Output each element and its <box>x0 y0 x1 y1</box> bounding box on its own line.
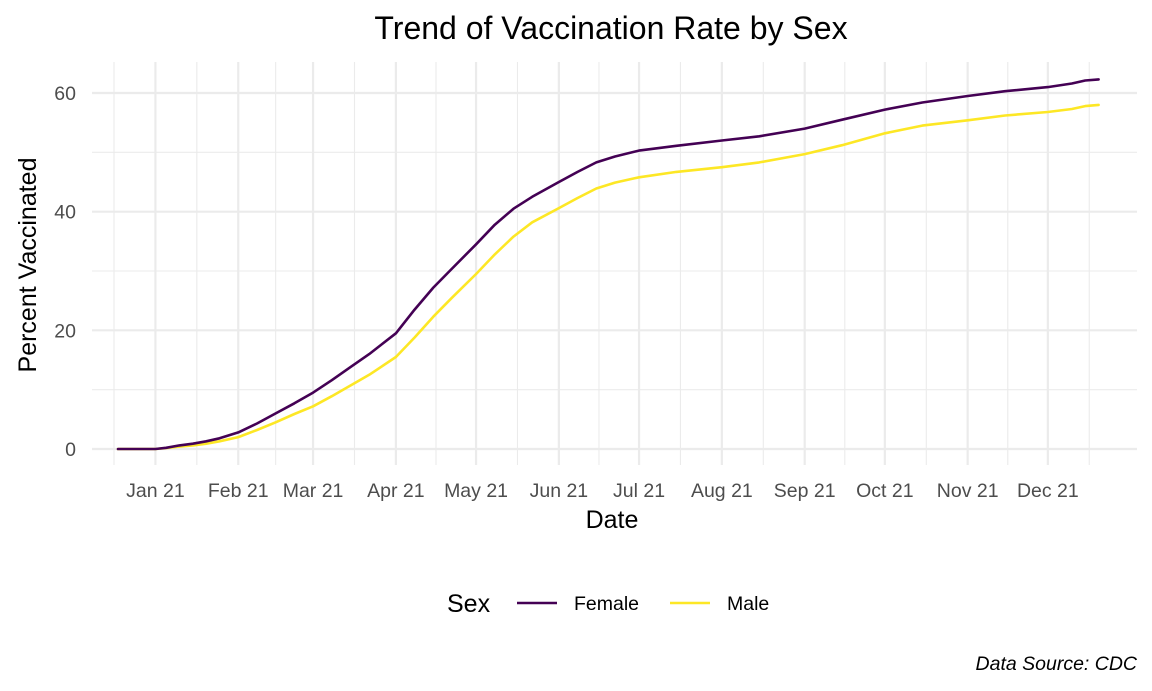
legend-items: Female Male <box>517 593 769 615</box>
chart-title: Trend of Vaccination Rate by Sex <box>374 10 847 46</box>
x-tick-label: Jan 21 <box>126 480 185 502</box>
x-tick-label: Feb 21 <box>208 480 269 502</box>
legend-label-male: Male <box>727 593 769 615</box>
y-tick-label: 0 <box>65 439 76 461</box>
x-tick-label: Jun 21 <box>530 480 589 502</box>
y-tick-label: 40 <box>54 202 76 224</box>
x-tick-label: Aug 21 <box>691 480 753 502</box>
legend-title: Sex <box>447 590 491 618</box>
legend-label-female: Female <box>574 593 639 615</box>
x-axis-ticks: Jan 21 Feb 21 Mar 21 Apr 21 May 21 Jun 21 Jul … <box>126 480 1079 502</box>
y-axis-title: Percent Vaccinated <box>14 158 42 373</box>
y-axis-ticks: 0 20 40 60 <box>54 83 76 461</box>
x-tick-label: Mar 21 <box>283 480 344 502</box>
legend: Sex Female Male <box>447 590 769 618</box>
x-tick-label: Apr 21 <box>367 480 424 502</box>
x-tick-label: Dec 21 <box>1017 480 1079 502</box>
series-layer <box>116 78 1100 451</box>
x-tick-label: Oct 21 <box>856 480 913 502</box>
x-tick-label: Sep 21 <box>774 480 836 502</box>
x-tick-label: May 21 <box>444 480 508 502</box>
y-tick-label: 20 <box>54 320 76 342</box>
x-axis-title: Date <box>586 506 639 534</box>
y-tick-label: 60 <box>54 83 76 105</box>
x-tick-label: Nov 21 <box>937 480 999 502</box>
grid <box>92 62 1137 465</box>
series-line-female <box>116 78 1100 451</box>
x-tick-label: Jul 21 <box>613 480 665 502</box>
series-line-male <box>116 103 1100 451</box>
data-source-caption: Data Source: CDC <box>976 653 1138 675</box>
